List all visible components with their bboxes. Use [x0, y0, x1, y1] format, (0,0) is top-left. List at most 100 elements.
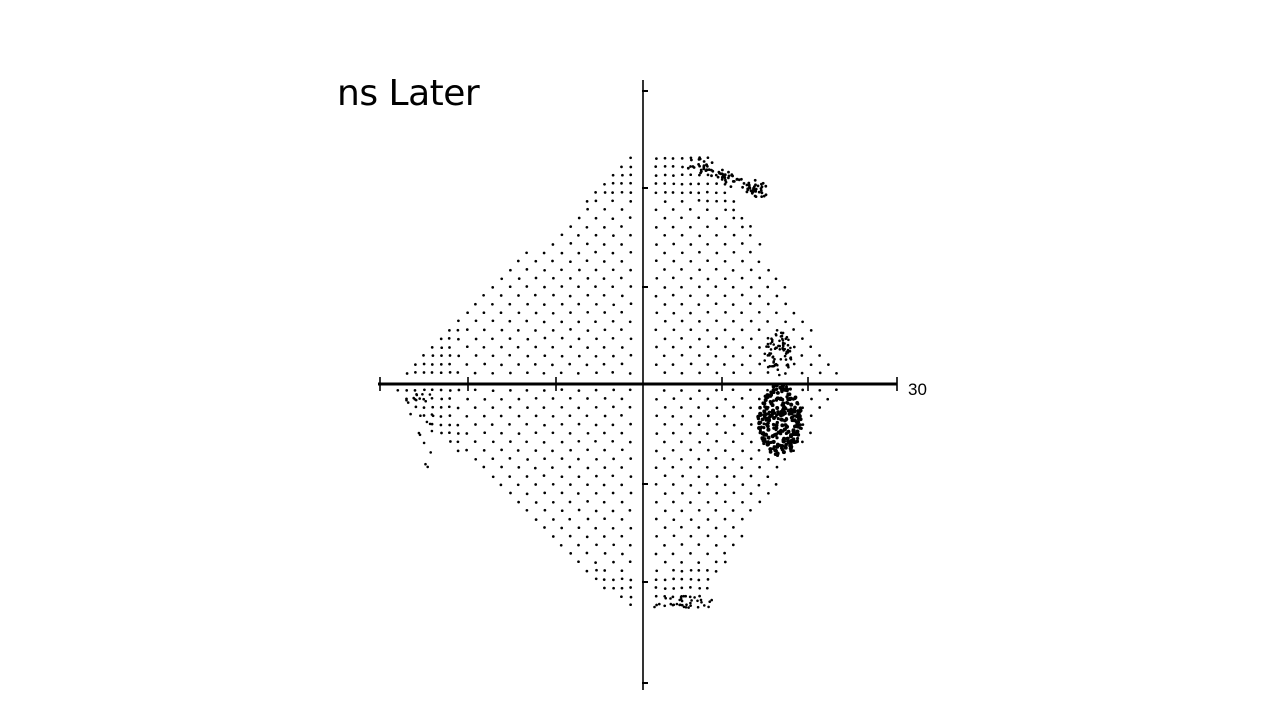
- test-point: [749, 508, 752, 512]
- test-point: [732, 200, 736, 203]
- test-point: [672, 174, 675, 177]
- test-point: [428, 393, 432, 396]
- test-point: [671, 293, 675, 297]
- test-point: [749, 319, 753, 323]
- test-point: [714, 526, 718, 530]
- test-point: [680, 440, 683, 444]
- test-point: [775, 390, 780, 395]
- test-point: [714, 267, 718, 271]
- test-point: [629, 200, 633, 203]
- test-point: [792, 362, 796, 366]
- test-point: [611, 181, 615, 185]
- test-point: [723, 363, 726, 366]
- test-point: [723, 328, 727, 332]
- test-point: [568, 500, 572, 504]
- test-point: [586, 500, 589, 503]
- test-point: [801, 440, 804, 444]
- test-point: [543, 491, 547, 495]
- test-point: [542, 474, 546, 477]
- test-point: [663, 440, 666, 444]
- test-point: [692, 166, 696, 169]
- test-point: [577, 251, 581, 255]
- test-point: [681, 474, 684, 478]
- test-point: [620, 500, 624, 504]
- test-point: [474, 423, 477, 426]
- test-point: [715, 388, 718, 392]
- test-point: [620, 518, 624, 521]
- test-point: [689, 225, 692, 229]
- test-point: [758, 420, 763, 425]
- test-point: [594, 320, 597, 324]
- test-point: [424, 462, 427, 466]
- test-point: [796, 436, 800, 441]
- test-point: [783, 354, 787, 358]
- test-point: [785, 364, 789, 367]
- test-point: [612, 457, 615, 461]
- test-point: [508, 337, 512, 340]
- test-point: [473, 406, 477, 409]
- test-point: [756, 416, 761, 421]
- test-point: [577, 475, 581, 479]
- test-point: [749, 440, 753, 444]
- test-point: [762, 194, 766, 198]
- test-point: [516, 345, 520, 349]
- test-point: [789, 448, 793, 453]
- test-point: [664, 191, 667, 194]
- test-point: [672, 568, 675, 572]
- test-point: [680, 216, 683, 220]
- test-point: [629, 337, 633, 341]
- test-point: [702, 160, 706, 163]
- test-point: [500, 363, 503, 367]
- test-point: [491, 475, 495, 479]
- test-point: [724, 397, 727, 401]
- test-point: [672, 577, 675, 581]
- test-point: [781, 450, 786, 455]
- test-point: [775, 406, 780, 410]
- test-point: [779, 446, 783, 450]
- test-point: [749, 474, 753, 478]
- test-point: [396, 388, 400, 392]
- test-point: [800, 371, 804, 375]
- test-point: [473, 388, 477, 392]
- test-point: [628, 388, 632, 392]
- test-point: [568, 465, 572, 469]
- axis-ticks-layer: [379, 90, 898, 684]
- test-point: [405, 389, 409, 392]
- test-point: [603, 517, 606, 521]
- test-point: [740, 276, 744, 280]
- test-point: [603, 397, 607, 400]
- test-point: [753, 178, 757, 182]
- test-point: [685, 603, 688, 606]
- test-point: [406, 401, 410, 404]
- test-point: [456, 440, 460, 444]
- test-point: [526, 337, 530, 341]
- test-point: [775, 453, 780, 458]
- test-point: [654, 191, 658, 195]
- test-point: [418, 397, 422, 400]
- test-point: [818, 388, 822, 392]
- test-point: [439, 406, 443, 409]
- test-point: [611, 371, 615, 374]
- test-point: [603, 569, 607, 572]
- test-point: [629, 457, 633, 460]
- test-point: [786, 343, 790, 347]
- test-point: [705, 586, 709, 590]
- test-point: [663, 526, 667, 529]
- test-point: [430, 429, 434, 433]
- test-point: [723, 277, 727, 281]
- test-point: [568, 362, 572, 366]
- test-point: [439, 363, 443, 366]
- test-point: [689, 534, 693, 538]
- test-point: [473, 371, 477, 375]
- test-point: [491, 440, 495, 444]
- test-point: [763, 397, 768, 403]
- test-point: [784, 372, 787, 375]
- test-point: [781, 401, 786, 406]
- test-point: [795, 439, 800, 444]
- test-point: [611, 526, 615, 530]
- test-point: [749, 457, 753, 461]
- test-point: [792, 311, 796, 315]
- test-point: [724, 311, 727, 314]
- test-point: [672, 500, 675, 504]
- test-point: [795, 423, 800, 427]
